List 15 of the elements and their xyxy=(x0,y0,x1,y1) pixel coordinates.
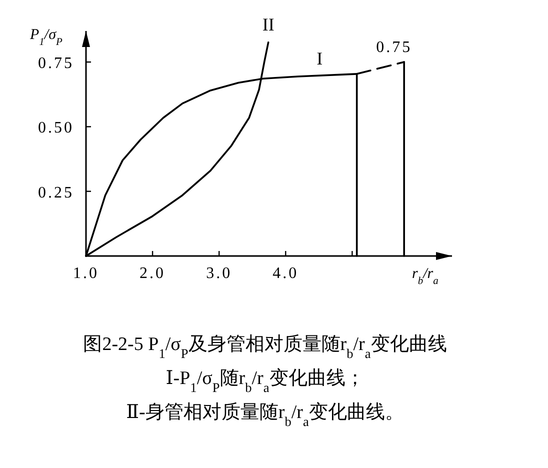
text: Ⅱ-身管相对质量随r$_{b}$/r$_{a}$变化曲线。 xyxy=(126,401,404,428)
x-axis-title: r$_{b}$/r$_{a}$ xyxy=(412,266,438,286)
x-tick-label: 1.0 xyxy=(73,265,99,282)
x-tick-label: 4.0 xyxy=(272,265,299,282)
y-tick-label: 0.25 xyxy=(38,184,74,202)
y-tick-label: 0.75 xyxy=(38,55,74,72)
series-label: I xyxy=(316,48,323,69)
series-label: II xyxy=(262,14,274,34)
y-axis-title: P$_{1}$/σ$_{P}$ xyxy=(29,27,63,48)
x-tick-label: 2.0 xyxy=(140,265,166,282)
annotation: 0.75 xyxy=(376,39,412,56)
text: Ⅰ-P$_{1}$/σ$_{P}$随r$_{b}$/r$_{a}$变化曲线； xyxy=(166,368,364,394)
y-tick-label: 0.50 xyxy=(38,120,74,137)
x-tick-label: 3.0 xyxy=(206,265,232,282)
text: 图2-2-5 P$_{1}$/σ$_{P}$及身管相对质量随r$_{b}$/r$_{a}$变化曲线 xyxy=(83,334,447,360)
